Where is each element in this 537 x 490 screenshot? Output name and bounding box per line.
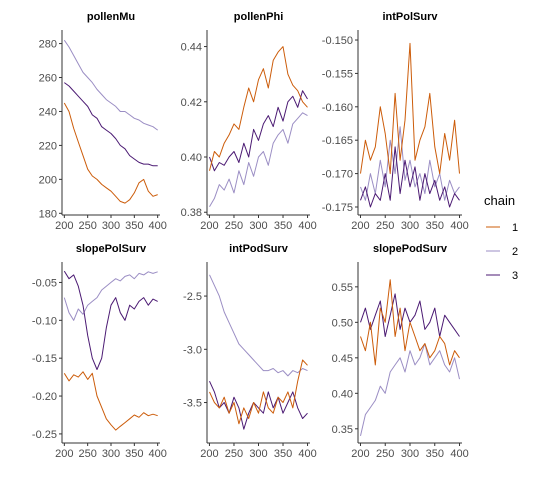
- x-tick-label: 400: [450, 220, 468, 232]
- y-tick-label: 280: [39, 39, 57, 51]
- panel-title: slopePodSurv: [373, 243, 448, 255]
- x-tick-label: 250: [376, 220, 394, 232]
- y-tick-label: -3.5: [183, 398, 202, 410]
- y-tick-label: 0.40: [181, 152, 202, 164]
- series-line-chain-1: [64, 103, 157, 203]
- x-tick-label: 200: [200, 220, 218, 232]
- x-tick-label: 200: [55, 220, 73, 232]
- x-tick-label: 250: [225, 448, 243, 460]
- legend-label-chain-1: 1: [512, 222, 518, 234]
- x-tick-label: 250: [78, 220, 96, 232]
- x-tick-label: 400: [298, 448, 316, 460]
- panel-intPodSurv: intPodSurv -2.5 -3.0 -3.5 200 250 300 350 400: [183, 243, 317, 460]
- y-tick-label: -0.15: [32, 353, 57, 365]
- y-tick-label: -0.150: [322, 35, 353, 47]
- x-tick-label: 250: [78, 448, 96, 460]
- panel-slopePolSurv: slopePolSurv -0.05 -0.10 -0.15 -0.20 -0.25 200…: [32, 243, 167, 460]
- x-tick-label: 350: [125, 448, 143, 460]
- x-tick-label: 200: [351, 448, 369, 460]
- legend-label-chain-2: 2: [512, 246, 518, 258]
- series-line-chain-2: [361, 344, 460, 436]
- y-tick-label: -0.05: [32, 277, 57, 289]
- series-line-chain-3: [64, 83, 157, 166]
- x-tick-label: 300: [102, 448, 120, 460]
- panel-title: intPodSurv: [229, 243, 289, 255]
- y-tick-label: 220: [39, 140, 57, 152]
- x-tick-label: 350: [125, 220, 143, 232]
- panel-title: slopePolSurv: [76, 243, 147, 255]
- x-tick-label: 350: [426, 220, 444, 232]
- legend-title: chain: [484, 193, 515, 208]
- y-tick-label: 240: [39, 106, 57, 118]
- series-line-chain-2: [210, 275, 308, 376]
- y-tick-label: -0.175: [322, 202, 353, 214]
- y-tick-label: -0.160: [322, 102, 353, 114]
- series-line-chain-3: [361, 294, 460, 337]
- y-tick-label: -2.5: [183, 291, 202, 303]
- x-tick-label: 200: [55, 448, 73, 460]
- x-tick-label: 400: [298, 220, 316, 232]
- y-tick-label: 260: [39, 73, 57, 85]
- legend-label-chain-3: 3: [512, 270, 518, 282]
- x-tick-label: 350: [274, 220, 292, 232]
- y-tick-label: -3.0: [183, 344, 202, 356]
- y-tick-label: -0.170: [322, 169, 353, 181]
- panel-title: pollenMu: [87, 11, 135, 23]
- x-tick-label: 300: [249, 448, 267, 460]
- x-tick-label: 250: [225, 220, 243, 232]
- y-tick-label: 0.35: [332, 424, 353, 436]
- x-tick-label: 200: [351, 220, 369, 232]
- x-tick-label: 300: [401, 448, 419, 460]
- y-tick-label: -0.155: [322, 68, 353, 80]
- y-tick-label: 0.40: [332, 388, 353, 400]
- y-tick-label: 0.55: [332, 282, 353, 294]
- series-line-chain-3: [64, 271, 157, 369]
- y-tick-label: 0.44: [181, 42, 202, 54]
- y-tick-label: 0.42: [181, 97, 202, 109]
- panel-intPolSurv: intPolSurv -0.150 -0.155 -0.160 -0.165 -0.170…: [322, 11, 469, 232]
- series-line-chain-2: [64, 272, 157, 321]
- y-tick-label: 0.45: [332, 353, 353, 365]
- x-tick-label: 400: [148, 220, 166, 232]
- panel-slopePodSurv: slopePodSurv 0.35 0.40 0.45 0.50 0.55 200 250 30…: [332, 243, 469, 460]
- x-tick-label: 200: [200, 448, 218, 460]
- panel-pollenPhi: pollenPhi 0.38 0.40 0.42 0.44 200 250 300 350 400: [181, 11, 317, 232]
- y-tick-label: -0.20: [32, 391, 57, 403]
- x-tick-label: 300: [249, 220, 267, 232]
- y-tick-label: -0.25: [32, 429, 57, 441]
- y-tick-label: 200: [39, 174, 57, 186]
- y-tick-label: -0.165: [322, 135, 353, 147]
- series-line-chain-1: [361, 43, 460, 173]
- panel-title: pollenPhi: [234, 11, 284, 23]
- legend-entries: 1 2 3: [486, 222, 518, 282]
- series-line-chain-1: [64, 372, 157, 430]
- y-tick-label: 0.38: [181, 207, 202, 219]
- y-tick-label: 0.50: [332, 317, 353, 329]
- x-tick-label: 300: [102, 220, 120, 232]
- y-tick-label: -0.10: [32, 315, 57, 327]
- x-tick-label: 300: [401, 220, 419, 232]
- panel-title: intPolSurv: [382, 11, 438, 23]
- series-line-chain-1: [210, 47, 308, 171]
- series-line-chain-2: [210, 113, 308, 207]
- x-tick-label: 250: [376, 448, 394, 460]
- legend: chain 1 2 3: [484, 193, 518, 282]
- x-tick-label: 400: [450, 448, 468, 460]
- y-tick-label: 180: [39, 208, 57, 220]
- x-tick-label: 350: [274, 448, 292, 460]
- series-line-chain-2: [64, 40, 157, 130]
- x-tick-label: 350: [426, 448, 444, 460]
- x-tick-label: 400: [148, 448, 166, 460]
